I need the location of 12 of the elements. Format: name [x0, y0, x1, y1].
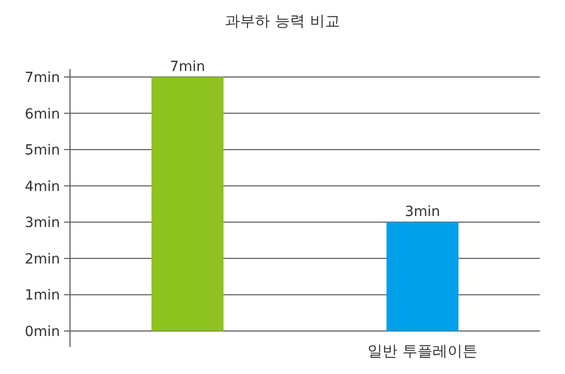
y-tick-label: 4min: [24, 178, 60, 195]
y-tick-label: 7min: [24, 70, 60, 86]
data-label: 3min: [404, 204, 440, 220]
chart-title: 과부하 능력 비교: [225, 12, 340, 30]
y-tick-label: 3min: [24, 215, 60, 232]
y-tick-label: 0min: [24, 324, 60, 340]
y-tick-label: 1min: [24, 288, 60, 304]
data-label: 7min: [170, 59, 206, 75]
y-tick-label: 5min: [24, 142, 60, 159]
y-tick-label: 6min: [24, 106, 60, 122]
x-tick-label: 일반 투플레이튼: [368, 342, 478, 360]
y-tick-label: 2min: [24, 251, 60, 268]
